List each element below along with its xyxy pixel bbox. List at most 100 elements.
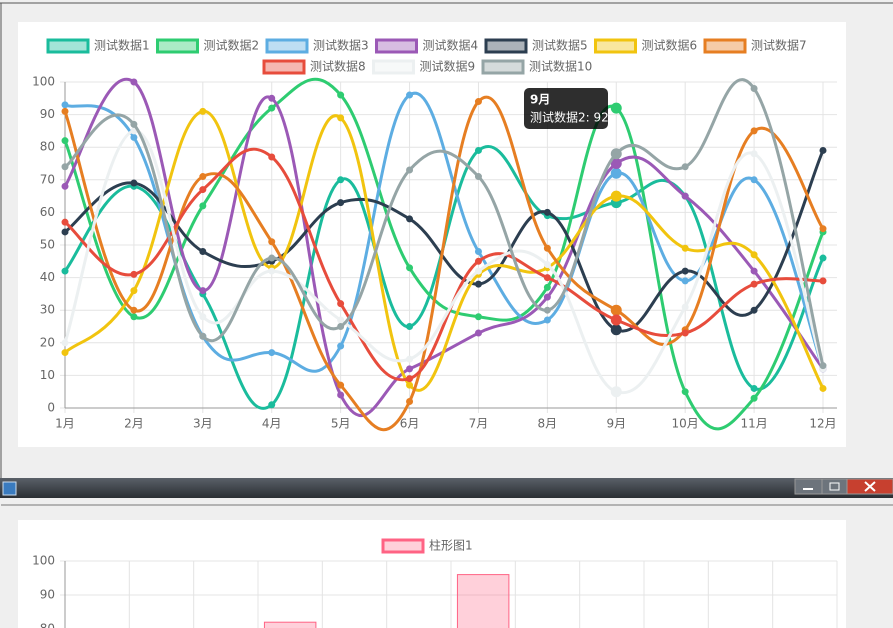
data-point [750, 150, 758, 158]
legend-label: 测试数据8 [310, 59, 366, 74]
chart-panel [18, 22, 846, 447]
data-point [819, 146, 827, 154]
data-point [337, 176, 345, 184]
maximize-button[interactable] [821, 478, 848, 495]
data-point [130, 313, 138, 321]
minimize-button[interactable] [794, 478, 823, 495]
line-series [63, 77, 825, 431]
tooltip-title: 9月 [530, 93, 550, 107]
data-point [543, 293, 551, 301]
data-point [199, 313, 207, 321]
data-point [474, 173, 482, 181]
legend-label: 测试数据9 [420, 59, 476, 74]
data-point [681, 277, 689, 285]
data-point [268, 94, 276, 102]
legend-label: 测试数据6 [642, 38, 698, 53]
x-tick-label: 9月 [606, 417, 626, 431]
data-point [406, 365, 414, 373]
window-icon [2, 481, 17, 496]
data-point [406, 166, 414, 174]
data-point [543, 306, 551, 314]
data-point [543, 274, 551, 282]
data-point [337, 199, 345, 207]
data-point [610, 190, 622, 202]
data-point [543, 283, 551, 291]
y-tick-label: 30 [40, 303, 55, 317]
data-point [819, 362, 827, 370]
chart-panel [18, 520, 846, 628]
data-point [61, 107, 69, 115]
data-point [61, 137, 69, 145]
close-icon [864, 481, 876, 492]
data-point [543, 208, 551, 216]
data-point [750, 251, 758, 259]
data-point [681, 192, 689, 200]
x-tick-label: 5月 [331, 417, 351, 431]
data-point [406, 323, 414, 330]
data-point [337, 300, 345, 308]
legend-swatch [481, 59, 525, 75]
y-tick-label: 90 [40, 588, 55, 602]
data-point [337, 114, 345, 122]
data-point [406, 355, 414, 363]
legend-swatch [594, 38, 637, 54]
x-tick-label: 7月 [469, 417, 489, 431]
line-series [63, 95, 825, 432]
data-point [337, 316, 345, 324]
data-point [268, 254, 276, 262]
data-point [130, 287, 138, 295]
data-point [474, 257, 482, 265]
data-point [406, 381, 414, 389]
y-tick-label: 0 [47, 401, 55, 415]
y-tick-label: 20 [40, 335, 55, 349]
data-point [199, 186, 207, 194]
data-point [750, 85, 758, 93]
y-tick-label: 10 [40, 368, 55, 382]
data-point [750, 384, 758, 392]
data-point [750, 267, 758, 275]
data-point [750, 394, 758, 402]
x-tick-label: 4月 [262, 417, 282, 431]
bar [263, 621, 317, 628]
legend-swatch [372, 59, 415, 75]
data-point [268, 401, 276, 409]
data-point [406, 91, 414, 99]
x-tick-label: 10月 [672, 417, 699, 431]
legend-swatch [375, 38, 418, 54]
data-point [474, 280, 482, 288]
data-point [130, 120, 138, 128]
y-tick-label: 60 [40, 205, 55, 219]
data-point [337, 91, 345, 99]
data-point [130, 306, 138, 314]
data-point [610, 324, 622, 336]
data-point [474, 98, 482, 106]
data-point [199, 248, 207, 256]
data-point [61, 339, 69, 347]
data-point [750, 176, 758, 184]
data-point [268, 349, 276, 357]
data-point [337, 391, 345, 399]
data-point [819, 254, 827, 262]
data-point [199, 202, 207, 210]
legend-label: 测试数据1 [94, 38, 150, 53]
data-point [130, 133, 138, 141]
legend-swatch [156, 38, 199, 54]
data-point [474, 329, 482, 337]
x-tick-label: 11月 [740, 417, 767, 431]
data-point [130, 179, 138, 187]
data-point [406, 397, 414, 405]
maximize-icon [829, 482, 840, 491]
data-point [61, 228, 69, 236]
y-tick-label: 90 [40, 107, 55, 121]
data-point [268, 267, 276, 275]
line-series [64, 78, 825, 366]
data-point [61, 101, 69, 109]
data-point [750, 306, 758, 314]
data-point [268, 238, 276, 246]
legend-swatch [703, 38, 747, 54]
data-point [681, 244, 689, 252]
data-point [610, 167, 622, 179]
data-point [199, 107, 207, 115]
legend-label: 测试数据7 [751, 38, 807, 53]
data-point [610, 386, 622, 398]
